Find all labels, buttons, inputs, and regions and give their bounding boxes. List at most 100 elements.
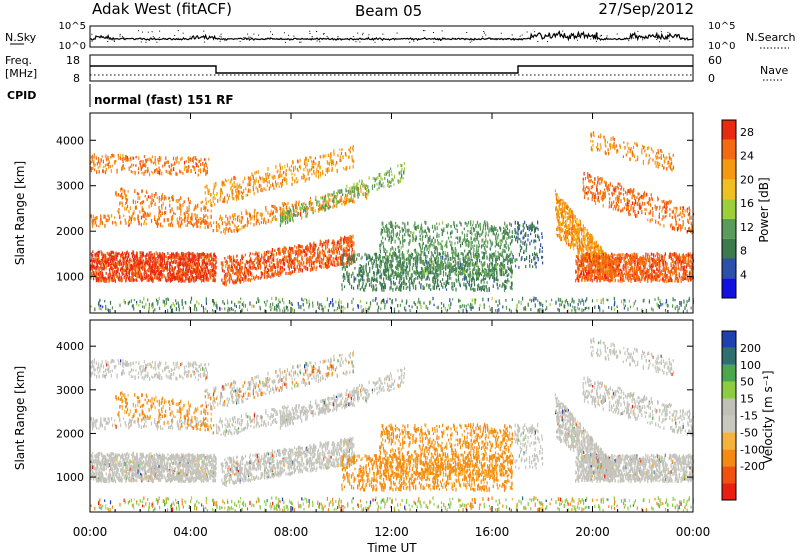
power-point — [319, 209, 320, 211]
power-point — [313, 261, 314, 265]
power-point — [409, 280, 410, 283]
power-point — [124, 207, 125, 211]
power-point — [288, 262, 289, 266]
power-point — [403, 171, 404, 175]
power-point — [445, 262, 446, 264]
power-point — [161, 207, 162, 210]
power-point — [244, 269, 245, 272]
power-point — [253, 276, 254, 280]
power-point — [166, 261, 167, 264]
noise-search-point — [250, 37, 251, 38]
power-point — [96, 217, 97, 221]
power-point — [297, 259, 298, 262]
power-point — [352, 158, 353, 162]
power-point — [361, 278, 362, 280]
power-point — [127, 256, 128, 259]
power-point — [471, 284, 472, 288]
power-point — [99, 267, 100, 270]
power-point — [213, 253, 214, 257]
power-point — [154, 161, 155, 164]
power-point — [342, 262, 343, 266]
power-point — [301, 262, 302, 265]
power-point — [161, 255, 162, 259]
power-point — [187, 252, 188, 256]
power-point — [328, 193, 329, 197]
power-point — [189, 205, 190, 209]
power-point — [295, 166, 296, 170]
power-point — [231, 230, 232, 233]
power-point — [207, 273, 208, 275]
power-point — [343, 156, 344, 160]
power-point — [197, 214, 198, 218]
power-point — [171, 207, 172, 211]
power-point — [242, 196, 243, 200]
power-point — [275, 209, 276, 212]
power-point — [382, 178, 383, 181]
power-point — [259, 255, 260, 258]
power-point — [200, 277, 201, 281]
power-point — [452, 285, 453, 289]
power-point — [321, 265, 322, 269]
power-point — [247, 183, 248, 186]
power-point — [447, 279, 448, 282]
noise-search-point — [485, 35, 486, 36]
power-point — [114, 160, 115, 163]
power-point — [435, 280, 436, 283]
power-point — [384, 173, 385, 176]
power-point — [202, 260, 203, 263]
power-point — [381, 289, 382, 292]
power-point — [308, 159, 309, 162]
power-point — [430, 265, 431, 269]
power-point — [377, 176, 378, 179]
power-point — [336, 257, 337, 260]
power-point — [258, 170, 259, 174]
power-point — [434, 273, 435, 275]
power-point — [135, 201, 136, 205]
power-point — [145, 260, 146, 263]
power-point — [187, 206, 188, 210]
power-point — [323, 265, 324, 268]
power-point — [231, 186, 232, 189]
power-point — [129, 279, 130, 282]
power-point — [146, 275, 147, 278]
power-point — [278, 250, 279, 254]
power-point — [336, 263, 337, 267]
power-point — [205, 209, 206, 212]
power-point — [125, 197, 126, 201]
power-point — [227, 221, 228, 224]
power-point — [352, 191, 353, 193]
power-point — [248, 184, 249, 187]
power-point — [294, 173, 295, 176]
power-point — [377, 188, 378, 191]
power-point — [372, 185, 373, 187]
power-point — [242, 192, 243, 195]
power-point — [108, 258, 109, 261]
noise-search-point — [656, 39, 657, 40]
power-point — [282, 211, 283, 214]
power-point — [393, 281, 394, 285]
power-point — [391, 281, 392, 285]
power-point — [207, 170, 208, 174]
power-point — [342, 267, 343, 269]
power-point — [106, 272, 107, 275]
power-point — [241, 271, 242, 273]
power-point — [243, 180, 244, 184]
power-point — [291, 165, 292, 168]
power-point — [291, 183, 292, 186]
power-point — [277, 182, 278, 185]
power-point — [383, 278, 384, 282]
power-point — [389, 173, 390, 177]
power-point — [180, 204, 181, 206]
power-point — [282, 166, 283, 170]
power-point — [436, 286, 437, 290]
power-point — [144, 255, 145, 257]
noise-search-point — [356, 41, 357, 42]
power-point — [216, 223, 217, 225]
power-point — [128, 190, 129, 193]
noise-search-point — [353, 36, 354, 37]
power-point — [130, 157, 131, 161]
power-point — [194, 168, 195, 171]
power-point — [267, 211, 268, 215]
noise-search-point — [601, 35, 602, 36]
power-point — [470, 275, 471, 278]
